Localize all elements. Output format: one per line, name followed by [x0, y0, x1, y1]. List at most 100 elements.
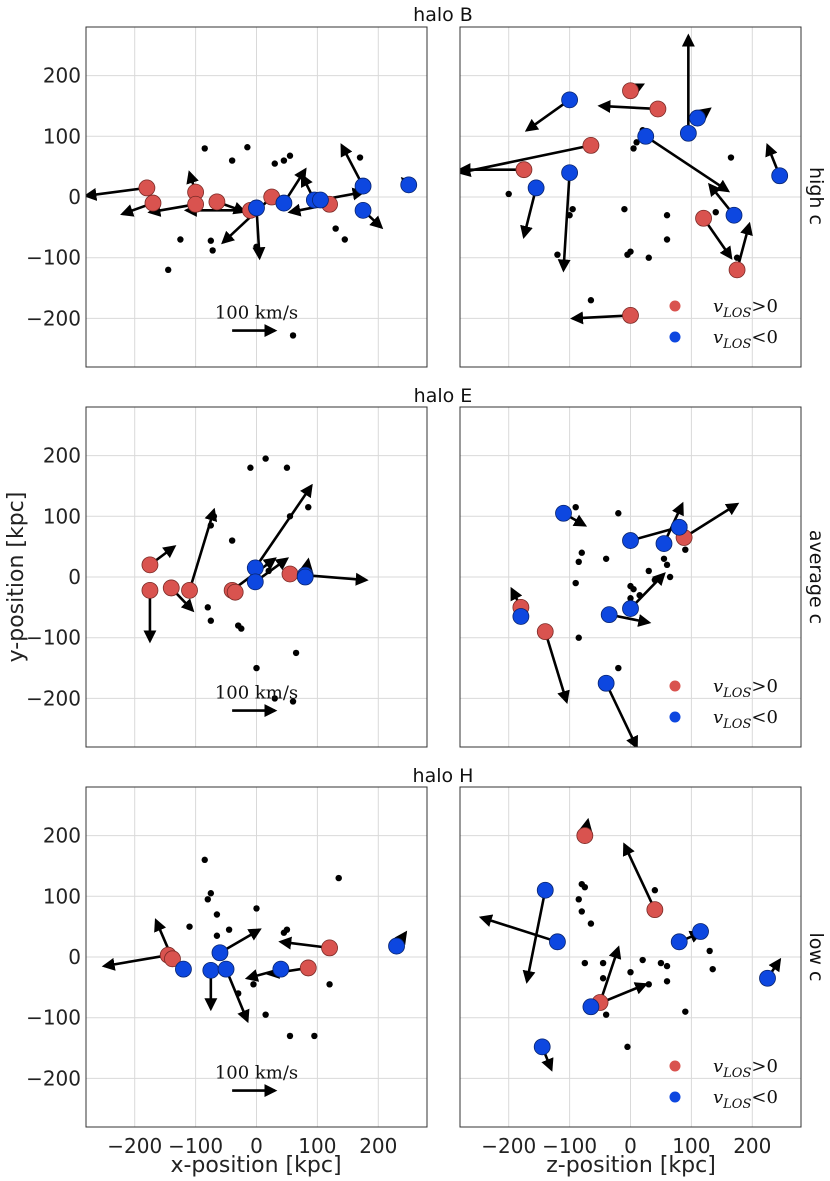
satellite-dot	[204, 604, 211, 611]
approaching-satellite	[622, 532, 639, 549]
approaching-satellite	[275, 194, 293, 212]
halo-h-title: halo H	[413, 765, 474, 787]
satellite-dot	[271, 160, 278, 167]
satellite-dot	[326, 981, 333, 988]
satellite-dot	[599, 959, 607, 967]
satellite-dot	[505, 190, 512, 198]
panel-5: −200 −100 0 100 200 vLOS>0 vLOS<0	[459, 786, 802, 1158]
satellite-dot	[207, 237, 215, 244]
satellite-dot	[630, 585, 637, 593]
scale-label: 100 km/s	[215, 682, 298, 703]
receding-satellite	[164, 950, 181, 968]
velocity-arrow	[224, 968, 250, 1024]
receding-satellite	[144, 194, 162, 212]
plot-area	[460, 33, 789, 325]
receding-satellite	[646, 901, 664, 919]
satellite-dot	[271, 695, 278, 702]
satellite-dot	[645, 567, 652, 575]
receding-satellite	[162, 579, 180, 597]
velocity-arrow	[524, 98, 571, 132]
satellite-dot	[289, 698, 297, 705]
y-tick-label: 200	[43, 444, 81, 468]
satellite-dot	[712, 208, 719, 216]
approaching-satellite	[689, 109, 706, 127]
legend-approaching-marker	[669, 711, 681, 723]
satellite-dot	[663, 978, 671, 985]
satellite-dot	[651, 887, 659, 894]
receding-satellite	[582, 136, 600, 154]
satellite-dot	[663, 962, 671, 970]
satellite-dot	[599, 975, 607, 982]
satellite-dot	[213, 911, 221, 918]
y-tick-label: 100	[43, 124, 81, 148]
panel-3: vLOS>0 vLOS<0	[459, 406, 802, 748]
y-tick-label: −100	[26, 1006, 81, 1030]
satellite-dot	[639, 956, 646, 964]
approaching-satellite	[655, 535, 673, 553]
satellite-dot	[280, 157, 288, 164]
y-tick-label: −100	[26, 246, 81, 270]
x-tick-label: −200	[107, 1134, 162, 1158]
satellite-dot	[627, 595, 634, 602]
approaching-satellite	[561, 164, 579, 182]
approaching-satellite	[536, 881, 554, 899]
y-tick-label: −100	[26, 626, 81, 650]
receding-satellite	[515, 161, 533, 179]
halo-e-title: halo E	[414, 385, 473, 407]
satellite-dot	[250, 981, 257, 988]
receding-satellite	[181, 581, 198, 599]
satellite-dot	[587, 297, 595, 304]
satellite-dot	[645, 254, 652, 261]
panel-2: −200 −100 0 100 200 100 km/s	[26, 406, 428, 748]
satellite-dot	[253, 905, 260, 912]
legend-approaching-marker	[669, 331, 681, 343]
receding-satellite	[299, 959, 317, 977]
satellite-dot	[356, 154, 364, 161]
approaching-satellite	[400, 176, 418, 194]
x-tick-label: 100	[298, 1134, 336, 1158]
legend-label: vLOS>0	[713, 296, 778, 321]
approaching-satellite	[561, 91, 579, 109]
x-tick-label: 0	[250, 1134, 263, 1158]
velocity-arrow	[604, 682, 638, 747]
satellite-dot	[581, 883, 589, 891]
velocity-arrow	[86, 186, 148, 201]
satellite-dot	[575, 558, 582, 566]
satellite-dot	[615, 510, 622, 517]
legend-approaching-marker	[669, 1091, 681, 1103]
plot-area	[86, 143, 418, 339]
y-tick-label: 100	[43, 504, 81, 528]
velocity-arrow	[101, 953, 169, 971]
approaching-satellite	[597, 674, 615, 692]
satellite-dot	[663, 561, 671, 569]
satellite-dot	[311, 1032, 318, 1040]
satellite-dot	[204, 896, 211, 903]
satellite-dot	[645, 981, 652, 988]
satellite-dot	[602, 1011, 610, 1018]
velocity-arrow	[570, 311, 631, 325]
y-tick-label: 0	[68, 565, 81, 589]
satellite-dot	[247, 464, 254, 471]
satellite-dot	[587, 920, 595, 927]
approaching-satellite	[670, 933, 688, 951]
satellite-dot	[201, 856, 208, 864]
legend-label: vLOS>0	[713, 1056, 778, 1081]
satellite-dot	[727, 154, 735, 161]
satellite-dot	[207, 617, 215, 624]
satellite-dot	[633, 139, 640, 146]
row-label-high-c: high c	[805, 167, 827, 225]
approaching-satellite	[759, 969, 776, 987]
y-tick-label: −200	[26, 306, 81, 330]
approaching-satellite	[582, 998, 600, 1016]
approaching-satellite	[296, 568, 314, 586]
satellite-dot	[572, 579, 579, 587]
velocity-arrow	[645, 135, 731, 193]
approaching-satellite	[354, 177, 372, 195]
legend-label: vLOS>0	[713, 676, 778, 701]
satellite-dot	[627, 248, 634, 255]
x-tick-label: −100	[168, 1134, 223, 1158]
velocity-arrow	[460, 144, 592, 177]
